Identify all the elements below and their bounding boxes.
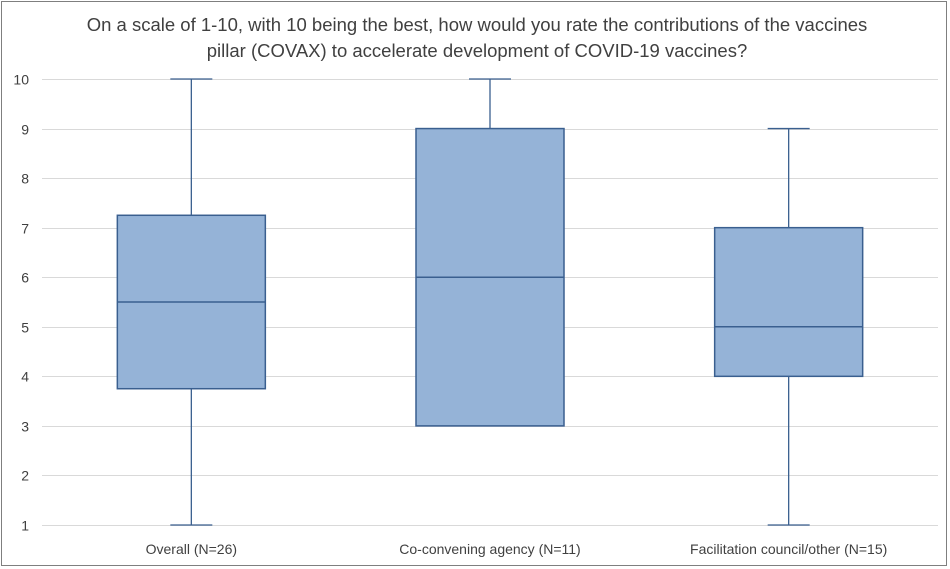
y-tick-label: 8	[21, 171, 29, 187]
y-tick-label: 7	[21, 221, 29, 237]
y-tick-label: 3	[21, 419, 29, 435]
y-tick-label: 9	[21, 122, 29, 138]
y-tick-label: 1	[21, 518, 29, 534]
x-category-label: Overall (N=26)	[146, 541, 237, 557]
y-tick-label: 6	[21, 270, 29, 286]
x-category-label: Facilitation council/other (N=15)	[690, 541, 887, 557]
box-iqr	[713, 226, 864, 378]
x-category-label: Co-convening agency (N=11)	[399, 541, 580, 557]
y-tick-label: 2	[21, 468, 29, 484]
y-tick-label: 5	[21, 320, 29, 336]
chart-title: On a scale of 1-10, with 10 being the be…	[86, 14, 868, 61]
y-tick-label: 10	[13, 72, 29, 88]
y-tick-label: 4	[21, 369, 29, 385]
